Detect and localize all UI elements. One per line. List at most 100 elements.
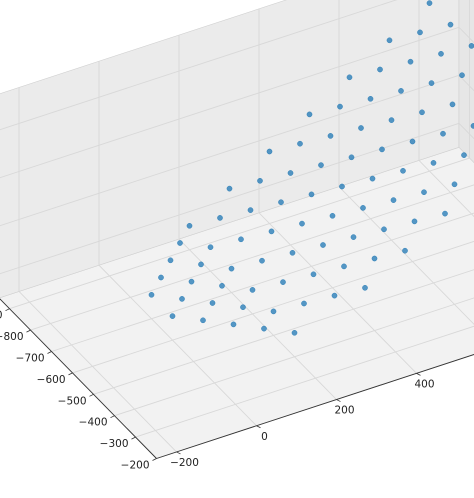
y-tick-label: 0: [261, 431, 268, 443]
back-pane-right: [458, 0, 474, 164]
data-point: [331, 292, 338, 299]
data-point: [200, 317, 206, 324]
data-point: [169, 313, 176, 319]
data-point: [257, 177, 263, 184]
data-point: [259, 257, 265, 264]
data-point: [249, 287, 256, 293]
data-point: [440, 130, 446, 137]
y-tick-label: −200: [170, 457, 199, 469]
x-tick-label: −200: [121, 460, 150, 472]
data-point: [421, 189, 427, 195]
grid-line-y-floor: [258, 212, 417, 374]
data-point: [426, 0, 433, 6]
data-point: [240, 304, 246, 311]
y-tick-label: 200: [334, 405, 354, 417]
x-tick-mark: [5, 308, 10, 312]
data-point: [318, 162, 324, 168]
data-point: [381, 226, 387, 233]
x-tick-mark: [152, 458, 157, 461]
data-point: [230, 321, 237, 328]
grid-line-z-left: [0, 0, 398, 131]
data-point: [329, 212, 336, 219]
x-tick-mark: [89, 393, 94, 397]
data-point: [226, 185, 233, 192]
data-point: [358, 125, 364, 131]
data-point: [447, 21, 454, 28]
data-point: [409, 138, 416, 145]
y-tick-mark: [336, 399, 341, 402]
data-point: [451, 181, 458, 188]
data-point: [468, 43, 474, 49]
y-tick-mark: [256, 425, 261, 429]
data-point: [320, 242, 326, 248]
data-point: [360, 205, 366, 211]
x-tick-label: −600: [37, 374, 66, 386]
data-point: [217, 215, 223, 221]
data-point: [280, 279, 286, 285]
data-point: [379, 146, 385, 153]
data-point: [377, 66, 383, 73]
data-point: [198, 261, 204, 268]
data-point: [461, 152, 467, 158]
axes-panes: [0, 0, 474, 459]
data-point: [369, 175, 376, 182]
data-point: [158, 274, 164, 281]
data-point: [428, 80, 435, 86]
data-point: [362, 284, 368, 291]
data-point: [346, 74, 353, 81]
data-point: [371, 255, 378, 262]
data-point: [261, 325, 267, 332]
x-axis-line: [0, 298, 157, 459]
x-tick-mark: [110, 415, 115, 419]
data-points: [148, 0, 474, 336]
x-tick-label: −700: [16, 353, 45, 365]
grid-line-y-floor: [178, 238, 337, 400]
data-point: [386, 37, 393, 44]
grid-line-x-floor: [135, 325, 474, 438]
data-point: [367, 96, 374, 102]
data-point: [186, 222, 193, 229]
data-point: [390, 197, 397, 203]
data-point: [207, 244, 214, 250]
x-tick-mark: [68, 372, 73, 376]
data-point: [308, 191, 315, 198]
y-tick-label: 400: [414, 378, 434, 390]
data-point: [148, 291, 155, 298]
x-tick-mark: [47, 351, 52, 354]
data-point: [442, 210, 448, 217]
data-point: [419, 109, 425, 116]
data-point: [299, 220, 305, 227]
data-point: [341, 263, 347, 270]
grid-line-x-floor: [30, 184, 474, 331]
x-tick-label: −800: [0, 331, 24, 343]
grid-line-x-floor: [51, 212, 474, 352]
data-point: [411, 218, 418, 225]
data-point: [167, 257, 174, 264]
y-axis-line: [156, 354, 474, 459]
axis-lines: [0, 298, 474, 461]
grid-line-x-floor: [9, 157, 470, 310]
data-point: [238, 236, 244, 243]
x-tick-label: −500: [58, 395, 87, 407]
data-point: [301, 300, 307, 307]
grid-line-z-left: [0, 74, 460, 227]
data-point: [438, 51, 444, 57]
data-point: [430, 160, 437, 166]
data-point: [449, 101, 456, 108]
tick-labels: −900 −800 −700 −600 −500 −400 −300 −200 −200 0 200…: [0, 310, 435, 472]
y-tick-mark: [416, 372, 421, 376]
data-point: [297, 140, 303, 147]
data-point: [177, 240, 183, 246]
grid-line-y-floor: [18, 291, 177, 453]
data-point: [339, 183, 345, 190]
grid-line-z-left: [0, 26, 460, 179]
data-point: [337, 103, 343, 110]
data-point: [291, 329, 298, 336]
grid-line-y-floor: [98, 264, 257, 427]
x-tick-label: −300: [100, 438, 129, 450]
data-point: [388, 117, 395, 123]
data-point: [228, 265, 235, 272]
data-point: [417, 29, 423, 36]
data-point: [348, 154, 355, 161]
